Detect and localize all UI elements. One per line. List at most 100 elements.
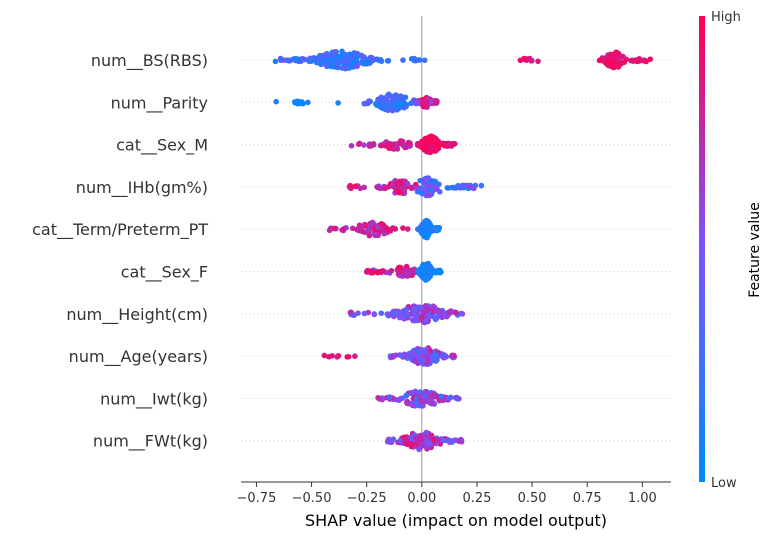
- shap-point: [365, 227, 372, 233]
- shap-point: [413, 435, 419, 442]
- shap-point: [433, 352, 439, 359]
- shap-point: [413, 441, 420, 447]
- shap-point: [371, 311, 378, 318]
- shap-point: [380, 268, 386, 274]
- shap-point: [400, 142, 407, 149]
- shap-point: [306, 58, 312, 64]
- shap-point: [430, 178, 437, 185]
- shap-point: [401, 188, 407, 194]
- shap-point: [374, 269, 381, 276]
- shap-point: [615, 61, 621, 68]
- shap-point: [440, 397, 446, 404]
- shap-point: [272, 58, 279, 65]
- shap-point: [352, 183, 359, 189]
- shap-point: [412, 388, 419, 395]
- shap-point: [387, 394, 393, 400]
- shap-point: [611, 58, 617, 64]
- shap-point: [355, 141, 362, 148]
- shap-point: [311, 54, 317, 61]
- shap-point: [453, 309, 459, 316]
- shap-point: [347, 182, 353, 189]
- shap-point: [390, 97, 396, 103]
- shap-point: [408, 443, 415, 450]
- x-tick-label: 0.00: [407, 491, 436, 506]
- shap-point: [415, 348, 422, 354]
- shap-point: [429, 392, 436, 399]
- colorbar-title: Feature value: [747, 202, 763, 298]
- shap-point: [404, 226, 411, 232]
- shap-point: [421, 57, 428, 64]
- shap-point: [403, 306, 410, 313]
- shap-point: [621, 59, 628, 65]
- shap-point: [388, 267, 395, 274]
- shap-point: [478, 182, 485, 189]
- shap-point: [383, 98, 390, 104]
- shap-point: [334, 354, 340, 360]
- shap-point: [341, 65, 348, 72]
- shap-point: [458, 310, 464, 317]
- shap-point: [374, 184, 380, 190]
- shap-point: [370, 142, 377, 148]
- shap-point: [316, 55, 322, 62]
- shap-point: [423, 398, 429, 405]
- shap-point: [404, 398, 410, 405]
- shap-point: [357, 185, 364, 192]
- shap-point: [397, 94, 404, 100]
- shap-point: [344, 354, 351, 360]
- shap-point: [526, 55, 533, 62]
- shap-point: [374, 224, 381, 231]
- shap-point: [400, 57, 406, 63]
- shap-point: [389, 183, 396, 189]
- shap-point: [379, 395, 386, 401]
- shap-point: [397, 181, 404, 187]
- shap-point: [435, 142, 441, 148]
- shap-point: [633, 57, 639, 63]
- shap-point: [421, 393, 428, 399]
- shap-point: [396, 264, 403, 271]
- shap-point: [352, 353, 358, 359]
- shap-point: [417, 316, 424, 322]
- x-tick-label: 1.00: [628, 491, 657, 506]
- shap-point: [423, 429, 430, 436]
- shap-point: [428, 137, 434, 144]
- shap-point: [444, 185, 451, 191]
- shap-point: [428, 400, 435, 407]
- shap-point: [378, 142, 384, 149]
- shap-point: [378, 310, 385, 317]
- shap-point: [351, 51, 357, 57]
- x-tick-label: −0.75: [237, 491, 277, 506]
- shap-point: [374, 102, 380, 108]
- x-tick-label: 0.50: [518, 491, 547, 506]
- shap-point: [317, 60, 324, 67]
- x-ticks: −0.75 −0.50 −0.25 0.00 0.25 0.50 0.75 1.00: [237, 482, 657, 506]
- shap-point: [434, 227, 440, 234]
- shap-point: [460, 182, 467, 189]
- shap-point: [331, 49, 338, 56]
- shap-point: [618, 53, 625, 60]
- shap-point: [402, 101, 409, 108]
- feature-labels: num__BS(RBS) num__Parity cat__Sex_M num__IH…: [32, 51, 208, 452]
- shap-point: [378, 58, 385, 64]
- colorbar: High Low Feature value: [699, 10, 763, 491]
- shap-point: [425, 192, 432, 198]
- shap-point: [404, 312, 411, 318]
- feature-label: num__Iwt(kg): [100, 389, 208, 409]
- shap-point: [643, 58, 649, 65]
- shap-point: [471, 185, 477, 192]
- shap-point: [413, 399, 420, 406]
- shap-point: [449, 352, 456, 359]
- shap-point: [425, 179, 432, 186]
- shap-point: [354, 63, 360, 70]
- shap-point: [408, 185, 415, 192]
- shap-point: [415, 226, 421, 233]
- shap-point: [361, 100, 368, 107]
- shap-point: [429, 227, 436, 234]
- feature-label: cat__Sex_F: [121, 263, 208, 283]
- shap-point: [392, 352, 399, 358]
- shap-point: [326, 227, 333, 234]
- shap-point: [356, 222, 363, 229]
- shap-point: [299, 55, 306, 62]
- shap-point: [385, 57, 392, 64]
- shap-point: [400, 225, 406, 231]
- shap-point: [397, 438, 404, 445]
